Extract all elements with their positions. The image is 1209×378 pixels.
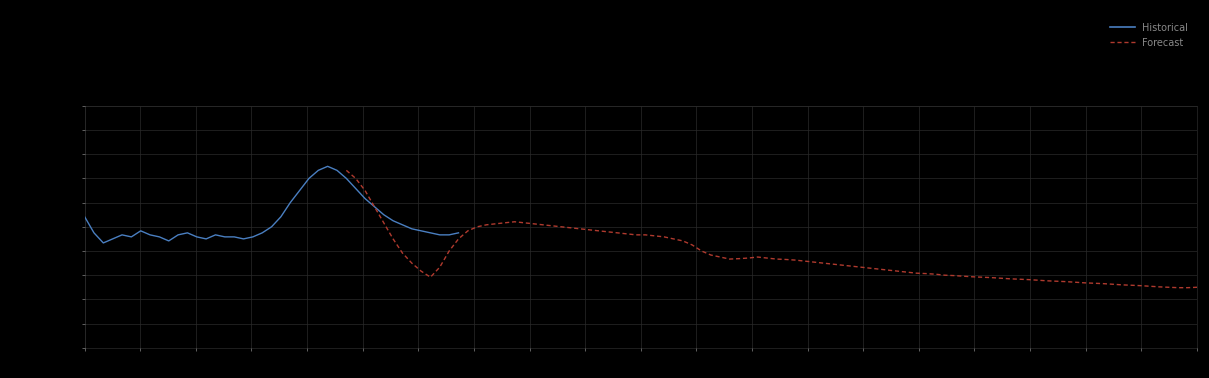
Legend: Historical, Forecast: Historical, Forecast — [1106, 19, 1192, 51]
